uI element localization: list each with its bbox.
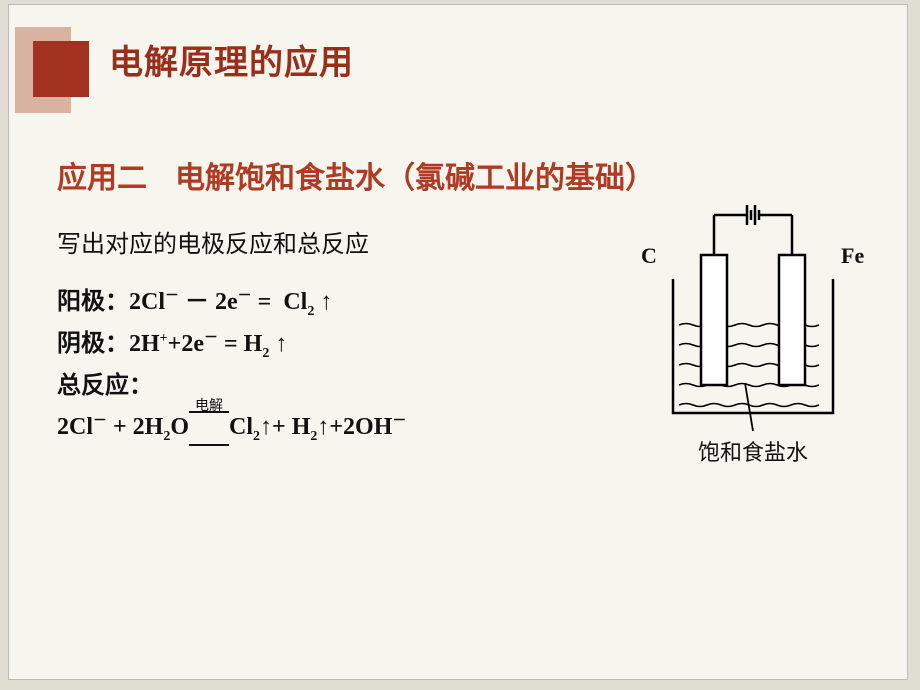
reaction-condition: 电解	[189, 407, 229, 448]
body-text: 写出对应的电极反应和总反应 阳极：2Cl－ － 2e－ = Cl2 ↑ 阴极：2…	[57, 225, 577, 449]
anode-equation: 阳极：2Cl－ － 2e－ = Cl2 ↑	[57, 282, 577, 324]
cathode-label: 阴极：	[57, 331, 129, 357]
prompt-line: 写出对应的电极反应和总反应	[57, 225, 577, 266]
electrolysis-diagram: C Fe 饱和食盐水	[635, 205, 871, 465]
cathode-equation: 阴极：2H++2e－ = H2 ↑	[57, 324, 577, 366]
slide: 电解原理的应用 应用二电解饱和食盐水（氯碱工业的基础） 写出对应的电极反应和总反…	[8, 4, 908, 680]
overall-equation: 2Cl－ + 2H2O电解 Cl2↑+ H2↑+2OH－	[57, 407, 577, 449]
electrode-left-label: C	[641, 243, 657, 269]
slide-title-text: 电解原理的应用	[109, 44, 354, 82]
overall-label: 总反应：	[57, 366, 577, 407]
subtitle-label: 应用二	[57, 162, 147, 195]
diagram-caption: 饱和食盐水	[635, 435, 871, 467]
slide-subtitle: 应用二电解饱和食盐水（氯碱工业的基础）	[57, 153, 655, 197]
anode-label: 阳极：	[57, 289, 129, 315]
corner-deco-dark	[33, 41, 89, 97]
electrode-right-label: Fe	[841, 243, 864, 269]
subtitle-text: 电解饱和食盐水（氯碱工业的基础）	[175, 162, 655, 195]
slide-title: 电解原理的应用	[109, 35, 354, 84]
electrolysis-svg	[635, 205, 871, 435]
